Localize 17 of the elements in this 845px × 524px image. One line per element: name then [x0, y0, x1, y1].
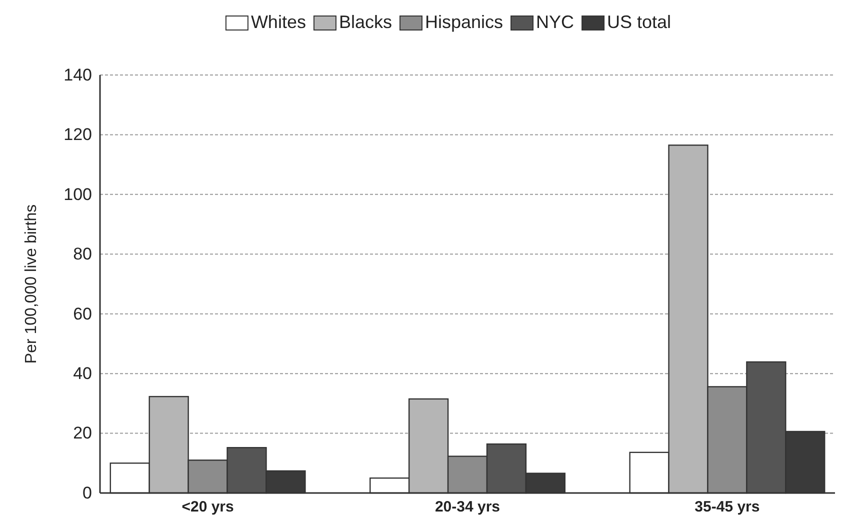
y-axis-title: Per 100,000 live births	[23, 204, 40, 364]
x-tick-label: 20-34 yrs	[434, 498, 500, 516]
y-tick-label: 60	[73, 304, 92, 324]
y-tick-label: 120	[64, 125, 92, 144]
y-tick-label: 100	[64, 184, 92, 204]
x-tick-label: <20 yrs	[182, 498, 234, 516]
legend-label: Hispanics	[424, 12, 504, 32]
y-tick-label: 20	[73, 424, 92, 443]
x-tick-label: 35-45 yrs	[694, 498, 760, 516]
y-tick-label: 80	[73, 244, 92, 264]
y-tick-label: 0	[82, 483, 92, 502]
y-tick-label: 40	[73, 364, 92, 384]
legend-label: NYC	[536, 12, 574, 32]
legend-label: Blacks	[338, 12, 392, 32]
y-tick-label: 140	[64, 65, 92, 84]
legend-label: US total	[607, 12, 672, 32]
legend-label: Whites	[250, 12, 306, 32]
